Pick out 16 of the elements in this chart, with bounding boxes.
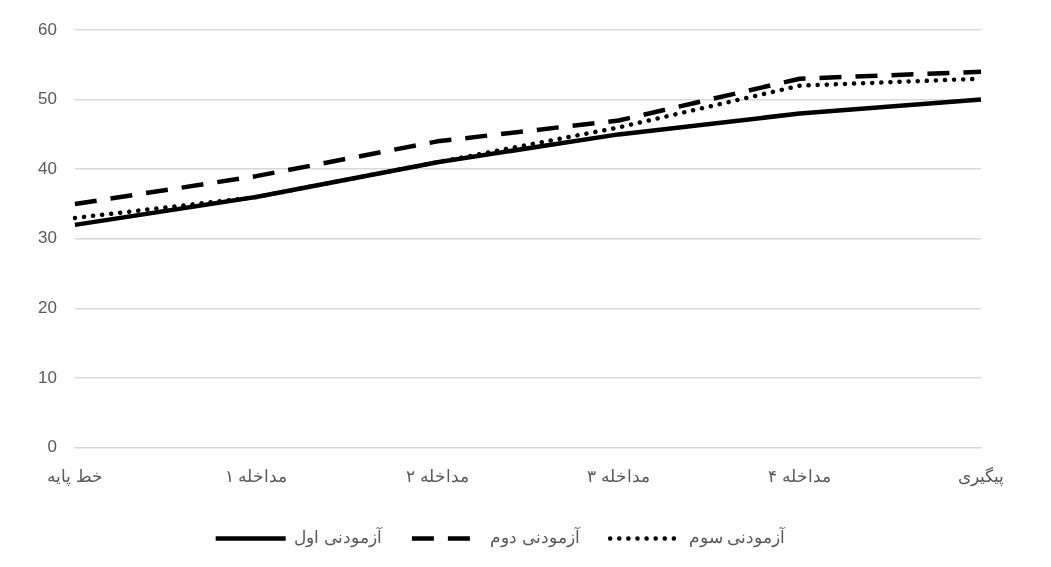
x-tick-label: خط پایه bbox=[47, 467, 103, 488]
y-tick-label: 30 bbox=[37, 228, 57, 248]
y-tick-label: 60 bbox=[37, 19, 57, 39]
x-tick-label: مداخله ۴ bbox=[768, 467, 832, 487]
legend-label: آزمودنی دوم bbox=[490, 526, 582, 549]
y-tick-label: 50 bbox=[37, 89, 57, 109]
x-tick-label: پیگیری bbox=[958, 466, 1004, 488]
y-tick-label: 0 bbox=[47, 437, 57, 457]
x-tick-label: مداخله ۱ bbox=[224, 467, 288, 487]
y-tick-label: 10 bbox=[37, 367, 57, 387]
y-tick-label: 20 bbox=[37, 298, 57, 318]
legend-label: آزمودنی اول bbox=[294, 526, 383, 549]
y-tick-label: 40 bbox=[37, 158, 57, 178]
legend-label: آزمودنی سوم bbox=[688, 526, 787, 549]
x-tick-label: مداخله ۲ bbox=[405, 467, 469, 487]
x-tick-label: مداخله ۳ bbox=[587, 467, 650, 487]
